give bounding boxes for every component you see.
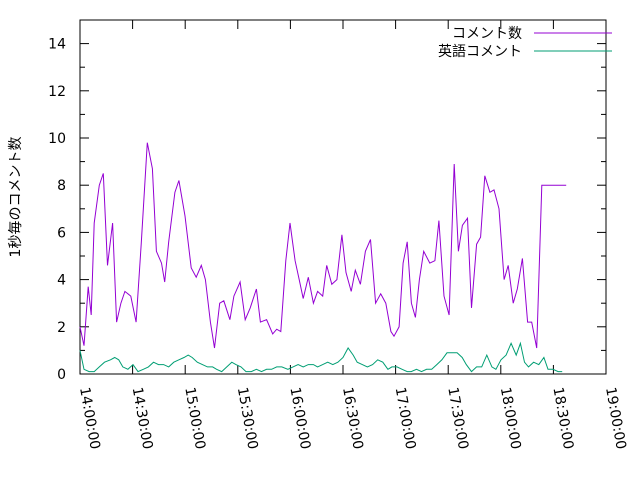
x-tick-label: 14:00:00 (76, 386, 103, 451)
y-tick-label: 10 (48, 131, 66, 147)
series-line-2 (79, 341, 563, 373)
x-tick-label: 15:00:00 (181, 386, 208, 451)
y-tick-label: 4 (57, 273, 66, 289)
y-tick-label: 0 (57, 367, 66, 383)
x-tick-label: 18:30:00 (549, 386, 576, 451)
y-tick-label: 8 (57, 178, 66, 194)
x-tick-label: 17:00:00 (392, 386, 419, 451)
x-tick-label: 18:00:00 (497, 386, 524, 451)
axes: 0 2 4 6 8 10 12 14 14:00:00 14:30:00 15:00:00 15:30… (48, 19, 629, 451)
y-axis-label: 1秒毎のコメント数 (8, 137, 24, 258)
legend-label: 英語コメント (438, 43, 522, 60)
x-tick-label: 15:30:00 (234, 386, 261, 451)
y-tick-label: 6 (57, 225, 66, 241)
legend-label: コメント数 (452, 26, 522, 42)
x-tick-label: 14:30:00 (129, 386, 156, 451)
x-tick-label: 16:30:00 (339, 386, 366, 451)
y-tick-label: 14 (48, 37, 66, 53)
series-lines (79, 142, 567, 373)
x-tick-label: 17:30:00 (444, 386, 471, 451)
y-tick-label: 12 (48, 84, 66, 100)
x-tick-label: 16:00:00 (286, 386, 313, 451)
y-tick-label: 2 (57, 320, 66, 336)
x-tick-label: 19:00:00 (602, 386, 629, 451)
series-line-1 (79, 142, 567, 349)
